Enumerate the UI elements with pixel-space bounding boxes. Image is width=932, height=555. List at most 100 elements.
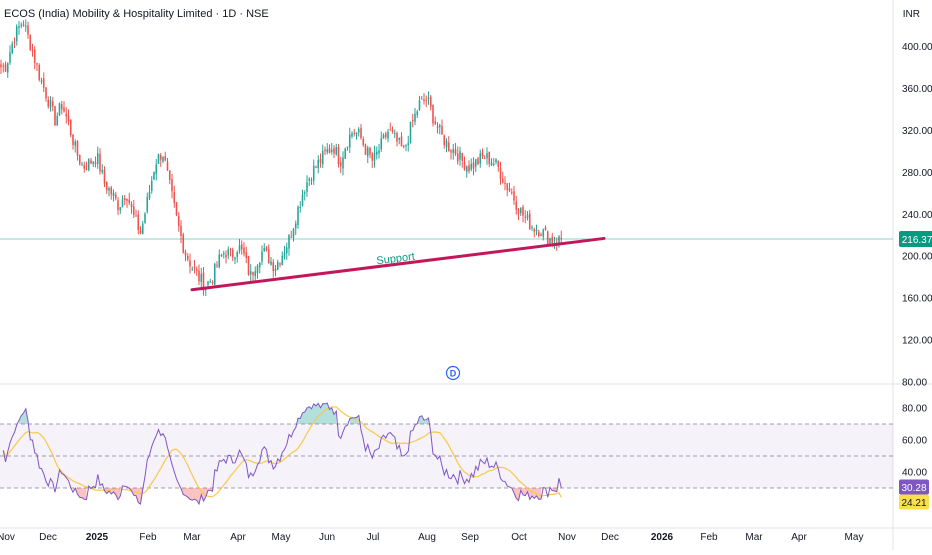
currency-label: INR bbox=[902, 9, 920, 20]
candle-body bbox=[119, 207, 122, 211]
candle-body bbox=[67, 114, 70, 122]
candle-body bbox=[29, 34, 32, 50]
candle-body bbox=[465, 166, 468, 172]
candle-body bbox=[378, 150, 380, 154]
price-tick-label: 280.00 bbox=[902, 168, 932, 179]
candle-body bbox=[270, 261, 272, 265]
candle-body bbox=[497, 160, 500, 167]
candle-body bbox=[544, 227, 547, 230]
candle-body bbox=[47, 99, 50, 107]
candle-body bbox=[375, 151, 378, 155]
candle-body bbox=[312, 165, 315, 181]
candle-body bbox=[436, 126, 439, 128]
candle-body bbox=[69, 119, 72, 136]
time-axis-label: 2025 bbox=[86, 532, 109, 543]
candle-body bbox=[504, 182, 506, 184]
candle-body bbox=[236, 251, 239, 257]
candle-body bbox=[391, 130, 394, 132]
candle-body bbox=[92, 161, 95, 165]
candle-body bbox=[508, 188, 511, 192]
candle-body bbox=[240, 244, 243, 250]
candle-body bbox=[238, 245, 241, 252]
candle-body bbox=[110, 187, 113, 195]
candle-body bbox=[479, 153, 482, 164]
rsi-value-badge bbox=[899, 479, 929, 495]
candle-body bbox=[297, 206, 299, 226]
time-axis-label: May bbox=[272, 532, 291, 543]
candle-body bbox=[56, 115, 59, 126]
candle-body bbox=[85, 168, 88, 170]
support-trendline[interactable] bbox=[190, 236, 606, 292]
price-tick-label: 120.00 bbox=[902, 336, 932, 347]
candle-body bbox=[40, 80, 43, 82]
candle-body bbox=[335, 147, 338, 155]
candle-body bbox=[254, 271, 257, 276]
candle-body bbox=[387, 131, 389, 139]
time-axis-label: Sep bbox=[461, 532, 479, 543]
candle-body bbox=[382, 134, 385, 139]
dividend-event-marker[interactable] bbox=[445, 365, 461, 381]
time-axis-label: Apr bbox=[230, 532, 246, 543]
candle-body bbox=[193, 267, 196, 269]
candle-body bbox=[380, 138, 383, 150]
candle-body bbox=[150, 180, 153, 191]
rsi-overbought-fill bbox=[298, 403, 337, 424]
candle-body bbox=[173, 192, 176, 203]
candle-body bbox=[15, 26, 18, 42]
candle-body bbox=[265, 247, 268, 251]
candle-body bbox=[348, 134, 351, 148]
candle-body bbox=[153, 172, 155, 180]
candle-body bbox=[427, 97, 430, 99]
candle-body bbox=[522, 206, 524, 216]
candle-body bbox=[51, 101, 54, 107]
candle-body bbox=[87, 158, 90, 171]
candle-body bbox=[195, 269, 198, 271]
rsi-tick-label: 80.00 bbox=[902, 404, 927, 415]
price-tick-label: 200.00 bbox=[902, 252, 932, 263]
candle-body bbox=[524, 216, 527, 218]
rsi-overbought-fill bbox=[19, 408, 28, 424]
candle-body bbox=[274, 268, 277, 271]
candle-body bbox=[474, 159, 477, 167]
candle-body bbox=[211, 282, 214, 284]
candle-body bbox=[256, 265, 259, 273]
candle-body bbox=[0, 64, 2, 68]
candle-body bbox=[101, 169, 104, 173]
candle-body bbox=[409, 121, 412, 144]
candle-body bbox=[155, 164, 158, 175]
candle-body bbox=[180, 225, 182, 237]
candle-body bbox=[366, 147, 369, 157]
candle-body bbox=[78, 154, 81, 164]
candle-body bbox=[13, 41, 16, 43]
candle-body bbox=[396, 132, 398, 142]
time-axis-label: Nov bbox=[558, 532, 576, 543]
time-axis-label: Apr bbox=[791, 532, 807, 543]
candle-body bbox=[90, 160, 92, 164]
support-label: Support bbox=[376, 251, 416, 268]
candle-body bbox=[6, 63, 9, 73]
candle-body bbox=[515, 201, 518, 210]
candle-body bbox=[499, 167, 502, 179]
last-price-badge bbox=[899, 231, 932, 248]
candle-body bbox=[533, 228, 536, 232]
candle-body bbox=[202, 272, 205, 291]
candle-body bbox=[58, 103, 61, 116]
candle-body bbox=[292, 228, 295, 238]
candle-body bbox=[144, 213, 146, 224]
candle-body bbox=[369, 147, 371, 155]
candle-body bbox=[346, 146, 349, 148]
candle-body bbox=[276, 261, 279, 270]
candle-body bbox=[456, 153, 459, 162]
candle-body bbox=[447, 142, 450, 152]
time-axis-label: 2026 bbox=[651, 532, 674, 543]
candle-body bbox=[429, 96, 432, 107]
price-tick-label: 80.00 bbox=[902, 377, 927, 388]
candle-body bbox=[2, 65, 5, 67]
candle-body bbox=[126, 198, 128, 201]
candle-body bbox=[537, 231, 540, 237]
candle-body bbox=[141, 223, 144, 234]
candle-body bbox=[234, 257, 236, 260]
candle-body bbox=[81, 164, 83, 166]
